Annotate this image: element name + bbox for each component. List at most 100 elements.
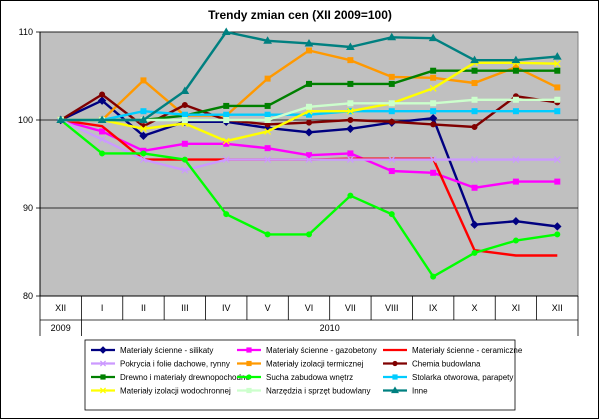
data-point	[139, 131, 148, 141]
data-point	[99, 128, 106, 135]
data-point	[512, 67, 519, 74]
data-point	[428, 33, 438, 42]
y-tick-label: 110	[19, 27, 33, 37]
data-point	[99, 346, 107, 354]
data-point	[511, 216, 521, 226]
data-point	[304, 128, 314, 137]
data-point	[56, 115, 66, 123]
data-point	[554, 108, 561, 115]
legend-item: Stolarka otworowa, parapety	[383, 373, 513, 382]
data-point	[471, 67, 478, 74]
data-point	[97, 115, 107, 123]
y-tick-label: 90	[23, 203, 33, 213]
data-point	[471, 108, 478, 115]
data-point	[246, 374, 252, 380]
data-point	[347, 80, 354, 87]
data-point	[471, 184, 478, 191]
data-point	[306, 47, 312, 54]
data-point	[347, 150, 354, 157]
x-tick-label: IX	[429, 303, 438, 313]
data-point	[430, 169, 437, 176]
data-point	[471, 96, 478, 103]
legend: Materiały ścienne - silikaty Materiały śc…	[84, 339, 523, 411]
data-point	[554, 84, 561, 91]
data-point	[263, 36, 272, 44]
legend-item: Materiały ścienne - silikaty	[91, 346, 213, 355]
x-tick-label: XI	[512, 303, 521, 313]
data-point	[430, 273, 437, 280]
data-point	[140, 156, 147, 164]
legend-item: Chemia budowlana	[383, 360, 481, 369]
data-point	[346, 156, 354, 164]
data-point	[246, 347, 252, 353]
x-tick-label: V	[265, 303, 271, 313]
legend-item: Sucha zabudowa wnętrz	[237, 373, 353, 382]
legend-item: Materiały ścienne - ceramiczne	[383, 346, 523, 355]
y-tick-label: 80	[23, 291, 33, 301]
legend-item: Drewno i materiały drewnopochodne	[91, 373, 250, 382]
data-point	[264, 75, 271, 82]
data-point	[512, 237, 519, 244]
data-point	[99, 91, 106, 98]
data-point	[181, 140, 188, 147]
data-point	[553, 222, 562, 231]
data-point	[388, 100, 395, 107]
data-point	[99, 360, 107, 367]
data-point	[346, 124, 355, 134]
data-point	[388, 211, 395, 218]
data-point	[181, 117, 188, 123]
data-point	[306, 119, 312, 126]
data-point	[264, 156, 272, 164]
data-point	[264, 102, 271, 109]
chart-title: Trendy zmian cen (XII 2009=100)	[208, 8, 392, 22]
x-tick-label: VI	[305, 303, 314, 313]
data-point	[347, 100, 354, 107]
data-point	[392, 374, 398, 380]
data-point	[388, 168, 395, 175]
data-point	[264, 127, 272, 135]
data-point	[387, 32, 397, 41]
x-tick-label: X	[472, 303, 478, 313]
data-point	[305, 156, 313, 164]
legend-label: Materiały ścienne - gazobetony	[266, 346, 377, 355]
data-point	[554, 178, 561, 185]
x-tick-label: VII	[345, 303, 356, 313]
legend-item: Materiały izolacji wodochronnej	[91, 387, 231, 396]
data-point	[223, 117, 230, 123]
x-tick-label: IV	[222, 303, 231, 313]
legend-label: Narzędzia i sprzęt budowlany	[266, 387, 371, 396]
data-point	[430, 67, 437, 74]
data-point	[139, 115, 148, 123]
x-tick-label: II	[141, 303, 146, 313]
data-point	[140, 125, 147, 133]
data-point	[306, 103, 312, 110]
data-point	[347, 57, 354, 64]
data-point	[430, 121, 437, 128]
data-point	[471, 249, 478, 256]
data-point	[304, 38, 314, 47]
data-point	[306, 80, 312, 87]
x-tick-label: XII	[55, 303, 66, 313]
data-point	[511, 55, 521, 64]
data-point	[181, 102, 188, 109]
data-point	[512, 178, 519, 185]
data-point	[470, 220, 479, 229]
legend-item: Inne	[383, 386, 428, 396]
data-point	[98, 135, 106, 143]
data-point	[430, 108, 437, 115]
x-year-label: 2009	[51, 323, 71, 333]
data-point	[306, 231, 312, 238]
x-year-label: 2010	[320, 323, 340, 333]
legend-label: Sucha zabudowa wnętrz	[266, 373, 353, 382]
data-point	[264, 111, 271, 118]
legend-label: Stolarka otworowa, parapety	[412, 373, 513, 382]
data-point	[554, 231, 561, 238]
legend-label: Materiały izolacji termicznej	[266, 360, 364, 369]
data-point	[222, 156, 230, 164]
data-point	[140, 77, 147, 84]
legend-label: Materiały izolacji wodochronnej	[120, 387, 231, 396]
x-tick-label: XII	[552, 303, 563, 313]
data-point	[223, 111, 230, 118]
legend-label: Inne	[412, 387, 428, 396]
